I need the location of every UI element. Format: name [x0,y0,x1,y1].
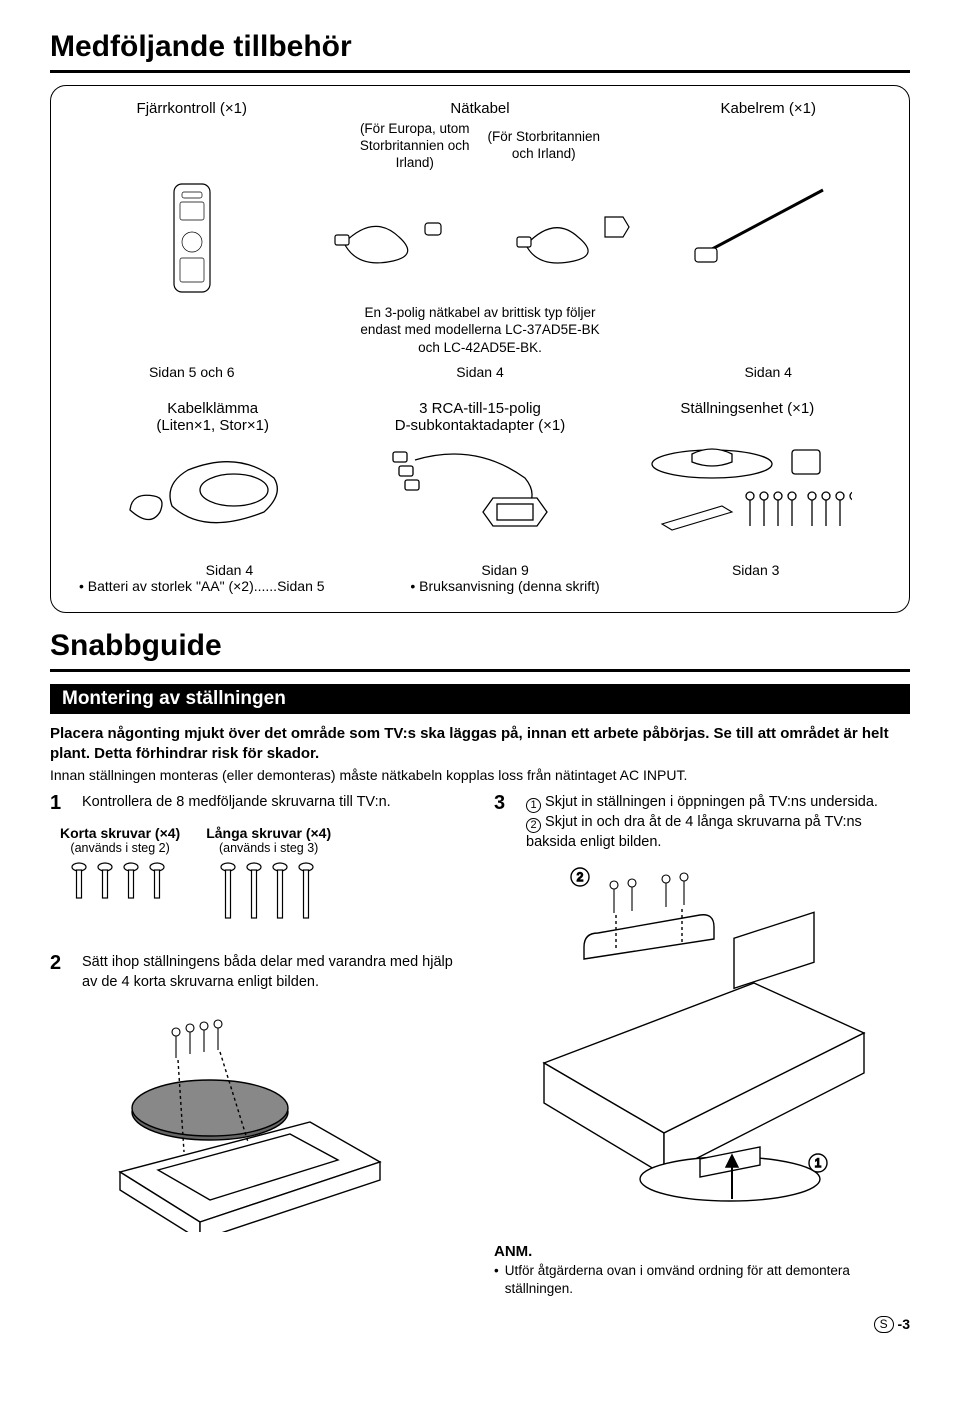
adapter-page: Sidan 9 [380,562,631,578]
row1-titles: Fjärrkontroll (×1) Nätkabel Kabelrem (×1… [79,100,881,121]
long-screws-icon [214,861,324,925]
remote-icon [152,178,232,298]
footer-page: -3 [898,1316,910,1332]
clip-title: Kabelklämma (Liten×1, Stor×1) [156,400,269,434]
step-3-p2: Skjut in och dra åt de 4 långa skruvarna… [526,814,862,850]
cable-sub-right: (För Storbritannien och Irland) [488,129,601,163]
guide-title: Snabbguide [50,629,910,663]
step-3-num: 3 [494,793,512,813]
stand-assembly-icon [80,1002,410,1232]
steps-two-col: 1 Kontrollera de 8 medföljande skruvarna… [50,793,910,1298]
step-2-text: Sätt ihop ställningens båda delar med va… [82,953,466,992]
step-3-circ-2: 2 [526,818,541,833]
step-2: 2 Sätt ihop ställningens båda delar med … [50,953,466,992]
step-1: 1 Kontrollera de 8 medföljande skruvarna… [50,793,466,813]
intro-reg: Innan ställningen monteras (eller demont… [50,767,910,783]
step-1-text: Kontrollera de 8 medföljande skruvarna t… [82,793,466,813]
cable-note: En 3-polig nätkabel av brittisk typ följ… [360,304,599,357]
strap-title: Kabelrem (×1) [720,100,815,117]
short-screws: Korta skruvar (×4) (används i steg 2) [60,825,180,927]
row2-titles: Kabelklämma (Liten×1, Stor×1) 3 RCA-till… [79,400,881,438]
step-3-body: 1 Skjut in ställningen i öppningen på TV… [526,793,910,853]
anm-heading: ANM. [494,1243,910,1260]
step-3: 3 1 Skjut in ställningen i öppningen på … [494,793,910,853]
eu-cable-icon [329,203,449,273]
remote-page: Sidan 5 och 6 [149,364,235,380]
accessories-box: Fjärrkontroll (×1) Nätkabel Kabelrem (×1… [50,85,910,613]
anm-list: •Utför åtgärderna ovan i omvänd ordning … [494,1262,910,1298]
clip-icon [118,440,308,540]
diagram-num-2: 2 [577,870,584,884]
short-screws-note: (används i steg 2) [60,841,180,855]
short-screws-icon [65,861,175,915]
steps-right: 3 1 Skjut in ställningen i öppningen på … [494,793,910,1298]
clip-page: Sidan 4 [79,562,380,578]
page-footer: S -3 [50,1316,910,1333]
row2-refs: Sidan 4 • Batteri av storlek "AA" (×2)..… [79,556,881,594]
step-2-num: 2 [50,953,68,973]
cable-page: Sidan 4 [456,364,503,380]
step-3-p1: Skjut in ställningen i öppningen på TV:n… [545,794,878,810]
step-3-circ-1: 1 [526,798,541,813]
screw-columns: Korta skruvar (×4) (används i steg 2) Lå… [60,825,466,927]
cable-title: Nätkabel [450,100,509,117]
manual-bullet: • Bruksanvisning (denna skrift) [380,578,631,594]
adapter-title: 3 RCA-till-15-polig D-subkontaktadapter … [395,400,566,434]
title-rule [50,70,910,73]
diagram-num-1: 1 [815,1156,822,1170]
step-1-num: 1 [50,793,68,813]
uk-cable-icon [511,203,631,273]
adapter-icon [385,440,575,540]
stand-unit-icon [642,440,852,540]
long-screws-title: Långa skruvar (×4) [206,825,331,841]
row1-illus [79,176,881,300]
guide-rule [50,669,910,672]
tv-mount-icon: 2 [504,863,884,1223]
short-screws-title: Korta skruvar (×4) [60,825,180,841]
anm-bullet-dot: • [494,1262,499,1298]
stand-title: Ställningsenhet (×1) [680,400,814,417]
row1-sublabels: (För Europa, utom Storbritannien och Irl… [79,121,881,176]
anm-line: Utför åtgärderna ovan i omvänd ordning f… [505,1262,910,1298]
remote-title: Fjärrkontroll (×1) [137,100,247,117]
section-bar: Montering av ställningen [50,684,910,714]
stand-page: Sidan 3 [630,562,881,578]
intro-bold: Placera någonting mjukt över det område … [50,724,910,763]
footer-letter: S [874,1316,894,1333]
row2-illus [79,438,881,542]
page-title: Medföljande tillbehör [50,30,910,64]
strap-page: Sidan 4 [744,364,791,380]
steps-left: 1 Kontrollera de 8 medföljande skruvarna… [50,793,466,1298]
battery-bullet: • Batteri av storlek "AA" (×2)......Sida… [79,578,380,594]
cable-sub-left: (För Europa, utom Storbritannien och Irl… [360,121,470,172]
strap-icon [693,178,843,268]
long-screws-note: (används i steg 3) [206,841,331,855]
row1-refs: Sidan 5 och 6 En 3-polig nätkabel av bri… [79,300,881,381]
long-screws: Långa skruvar (×4) (används i steg 3) [206,825,331,927]
